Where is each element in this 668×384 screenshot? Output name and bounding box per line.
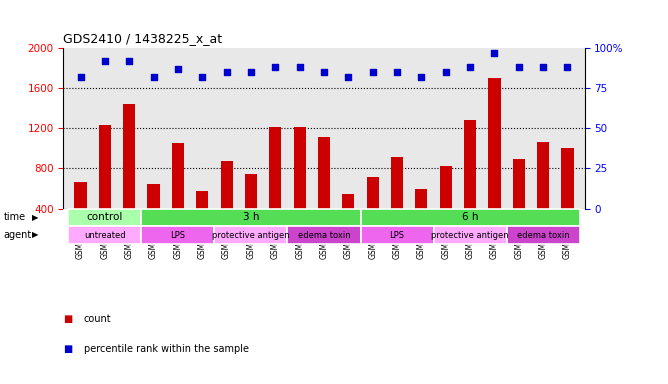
Bar xyxy=(68,209,142,226)
Point xyxy=(172,66,183,72)
Text: ▶: ▶ xyxy=(32,213,39,222)
Point xyxy=(489,50,500,56)
Point xyxy=(391,69,402,75)
Bar xyxy=(245,174,257,249)
Bar xyxy=(506,226,580,244)
Bar xyxy=(196,192,208,249)
Text: ▶: ▶ xyxy=(32,230,39,240)
Point xyxy=(295,64,305,70)
Text: protective antigen: protective antigen xyxy=(212,230,290,240)
Bar xyxy=(391,157,403,249)
Text: 6 h: 6 h xyxy=(462,212,478,222)
Point xyxy=(124,58,134,64)
Text: protective antigen: protective antigen xyxy=(432,230,509,240)
Text: control: control xyxy=(87,212,123,222)
Point xyxy=(100,58,110,64)
Bar xyxy=(68,226,142,244)
Bar xyxy=(537,142,549,249)
Text: LPS: LPS xyxy=(170,230,186,240)
Text: LPS: LPS xyxy=(389,230,405,240)
Bar xyxy=(318,137,330,249)
Bar xyxy=(220,161,232,249)
Bar xyxy=(361,209,580,226)
Point xyxy=(221,69,232,75)
Bar xyxy=(434,226,506,244)
Point xyxy=(440,69,451,75)
Point xyxy=(197,74,208,80)
Point xyxy=(148,74,159,80)
Bar xyxy=(342,194,355,249)
Bar xyxy=(512,159,525,249)
Bar xyxy=(142,209,361,226)
Bar xyxy=(269,127,281,249)
Point xyxy=(270,64,281,70)
Text: edema toxin: edema toxin xyxy=(298,230,350,240)
Point xyxy=(514,64,524,70)
Bar xyxy=(287,226,361,244)
Text: edema toxin: edema toxin xyxy=(517,230,569,240)
Text: count: count xyxy=(84,314,111,324)
Point xyxy=(416,74,427,80)
Text: ■: ■ xyxy=(63,314,73,324)
Bar xyxy=(123,104,136,249)
Text: agent: agent xyxy=(3,230,31,240)
Point xyxy=(562,64,572,70)
Text: percentile rank within the sample: percentile rank within the sample xyxy=(84,344,248,354)
Bar xyxy=(561,148,574,249)
Bar xyxy=(361,226,434,244)
Bar xyxy=(415,189,428,249)
Text: ■: ■ xyxy=(63,344,73,354)
Bar xyxy=(488,78,500,249)
Point xyxy=(343,74,353,80)
Point xyxy=(538,64,548,70)
Bar xyxy=(440,166,452,249)
Text: untreated: untreated xyxy=(84,230,126,240)
Point xyxy=(319,69,329,75)
Point xyxy=(465,64,476,70)
Bar xyxy=(367,177,379,249)
Bar xyxy=(214,226,287,244)
Bar xyxy=(74,182,87,249)
Bar xyxy=(142,226,214,244)
Bar xyxy=(464,120,476,249)
Bar xyxy=(172,143,184,249)
Text: 3 h: 3 h xyxy=(242,212,259,222)
Text: GDS2410 / 1438225_x_at: GDS2410 / 1438225_x_at xyxy=(63,32,222,45)
Point xyxy=(75,74,86,80)
Point xyxy=(246,69,257,75)
Text: time: time xyxy=(3,212,25,222)
Bar xyxy=(293,127,306,249)
Bar xyxy=(148,184,160,249)
Point xyxy=(367,69,378,75)
Bar xyxy=(99,125,111,249)
